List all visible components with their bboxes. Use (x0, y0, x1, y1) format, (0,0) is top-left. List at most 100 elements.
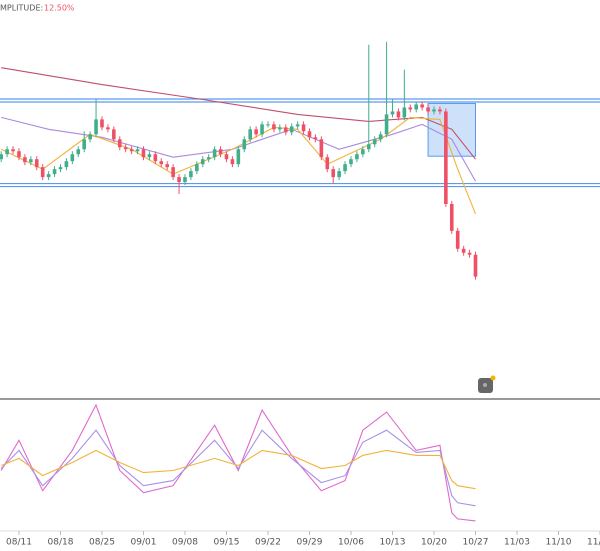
candle-body (272, 124, 276, 130)
x-tick-label: 10/06 (338, 538, 364, 548)
candle-body (295, 124, 300, 127)
candle-body (289, 126, 294, 133)
candle-body (230, 159, 235, 165)
candle-body (473, 254, 478, 277)
candle-body (307, 131, 312, 138)
candle-body (390, 111, 395, 115)
candle-body (242, 139, 247, 150)
x-tick-label: 09/29 (297, 538, 323, 548)
x-tick-label: 10/27 (463, 538, 489, 548)
candle-body (361, 149, 365, 155)
candle-body (455, 230, 460, 249)
amplitude-value: 12.50% (44, 4, 75, 13)
candle-body (141, 149, 146, 158)
candle-body (313, 137, 318, 140)
candle-body (366, 144, 371, 150)
candle-body (100, 119, 104, 128)
candle-body (349, 159, 353, 165)
candle-body (278, 127, 282, 130)
candle-body (195, 164, 199, 172)
candle-body (254, 129, 258, 135)
candle-body (355, 154, 359, 160)
candle-body (384, 114, 389, 135)
x-tick-label: 08/18 (48, 538, 74, 548)
candle-body (117, 139, 122, 148)
candle-body (106, 127, 110, 130)
x-tick-label: 11/10 (546, 538, 572, 548)
candle-body (29, 159, 33, 163)
candle-body (449, 203, 454, 231)
candle-body (378, 134, 383, 140)
candle-body (414, 104, 419, 110)
candle-body (23, 157, 27, 163)
candle-body (432, 109, 436, 112)
candle-body (236, 149, 241, 165)
candle-body (266, 124, 270, 126)
candle-body (82, 139, 86, 150)
x-tick-label: 11/17 (587, 538, 600, 548)
x-tick-label: 09/15 (214, 538, 240, 548)
candle-body (34, 159, 39, 168)
candle-body (70, 154, 75, 162)
x-tick-label: 08/25 (89, 538, 115, 548)
candle-body (46, 174, 51, 178)
candle-body (200, 159, 205, 165)
candle-body (153, 154, 158, 162)
candle-body (301, 124, 306, 132)
candle-body (467, 252, 472, 255)
candle-body (337, 171, 341, 178)
candle-body (189, 171, 193, 178)
candle-body (408, 107, 413, 110)
indicator-line (0, 403, 476, 522)
candle-body (5, 149, 9, 155)
candle-body (58, 167, 63, 170)
candle-body (147, 154, 152, 158)
candle-body (64, 161, 69, 168)
candle-body (212, 149, 217, 158)
x-tick-label: 08/11 (6, 538, 32, 548)
candle-body (218, 149, 223, 155)
candle-body (396, 111, 401, 118)
tool-dot (483, 383, 487, 387)
tool-icon[interactable] (478, 375, 496, 394)
amplitude-label: MPLITUDE: (0, 4, 43, 13)
indicator-line (0, 429, 476, 507)
candle-body (206, 157, 211, 160)
x-tick-label: 10/13 (380, 538, 406, 548)
candle-body (129, 149, 134, 152)
candle-body (0, 154, 3, 160)
candle-body (171, 167, 175, 178)
candle-body (76, 149, 81, 155)
candle-body (402, 107, 407, 118)
candle-body (224, 154, 229, 160)
candle-body (248, 129, 252, 140)
candle-body (40, 167, 45, 178)
candle-body (319, 139, 324, 158)
candle-body (372, 139, 377, 145)
x-tick-label: 09/01 (131, 538, 157, 548)
candle-body (444, 111, 448, 204)
candle-body (426, 107, 430, 112)
candle-body (88, 134, 92, 140)
candle-body (135, 149, 140, 152)
candle-body (325, 157, 330, 170)
candle-body (112, 129, 116, 140)
candle-body (11, 149, 15, 152)
x-tick-label: 11/03 (504, 538, 530, 548)
x-tick-label: 09/08 (172, 538, 198, 548)
candle-body (283, 127, 288, 133)
candle-body (177, 177, 181, 183)
candle-body (159, 161, 164, 165)
candle-body (260, 124, 264, 135)
candle-body (17, 151, 21, 158)
candle-body (331, 169, 336, 178)
candle-body (165, 164, 169, 168)
candle-body (343, 164, 347, 172)
candle-body (461, 248, 466, 253)
x-tick-label: 09/22 (255, 538, 281, 548)
candle-body (183, 177, 187, 183)
candle-body (52, 169, 57, 175)
x-tick-label: 10/20 (421, 538, 447, 548)
indicator-line (0, 449, 476, 490)
